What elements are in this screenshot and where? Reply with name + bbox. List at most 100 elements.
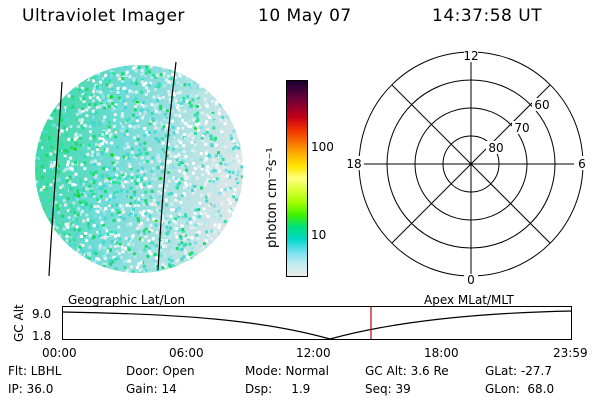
image-pixel (197, 270, 201, 273)
image-pixel (92, 77, 96, 81)
image-pixel (209, 261, 212, 265)
image-pixel (201, 134, 205, 138)
image-pixel (238, 96, 242, 100)
image-pixel (108, 184, 112, 188)
image-pixel (140, 160, 143, 164)
image-pixel (124, 177, 128, 181)
image-pixel (246, 142, 248, 145)
image-pixel (216, 91, 220, 95)
image-pixel (169, 97, 173, 101)
image-pixel (90, 179, 94, 183)
image-pixel (99, 96, 103, 100)
image-pixel (191, 149, 195, 153)
image-pixel (97, 199, 101, 203)
image-pixel (182, 171, 186, 175)
image-pixel (136, 112, 140, 116)
image-pixel (218, 169, 221, 173)
image-pixel (79, 65, 83, 68)
image-pixel (101, 96, 105, 100)
image-pixel (28, 164, 31, 167)
image-pixel (179, 83, 183, 87)
image-pixel (112, 177, 116, 181)
image-pixel (159, 107, 163, 110)
image-pixel (174, 193, 178, 197)
image-pixel (57, 91, 61, 95)
image-pixel (72, 268, 76, 272)
image-pixel (228, 201, 232, 205)
image-pixel (237, 106, 241, 110)
image-pixel (172, 92, 175, 95)
image-pixel (225, 118, 229, 122)
image-pixel (127, 157, 131, 161)
image-pixel (156, 153, 160, 157)
image-pixel (158, 195, 162, 199)
image-pixel (162, 165, 166, 169)
image-pixel (35, 246, 39, 250)
image-pixel (226, 208, 230, 212)
image-pixel (227, 97, 231, 101)
image-pixel (133, 248, 137, 252)
image-pixel (165, 123, 169, 127)
image-pixel (153, 104, 157, 108)
image-pixel (107, 120, 111, 124)
image-pixel (121, 172, 125, 176)
image-pixel (160, 254, 163, 258)
image-pixel (161, 127, 165, 131)
image-pixel (239, 65, 243, 67)
image-pixel (159, 191, 163, 195)
image-pixel (170, 192, 174, 195)
image-pixel (93, 143, 97, 147)
image-pixel (169, 226, 173, 230)
image-pixel (111, 161, 115, 165)
image-pixel (50, 145, 54, 149)
image-pixel (51, 176, 55, 180)
time-label: 14:37:58 UT (432, 6, 543, 26)
image-pixel (221, 60, 224, 63)
image-pixel (123, 65, 127, 68)
image-pixel (213, 96, 217, 100)
image-pixel (122, 99, 126, 103)
image-pixel (228, 170, 231, 174)
image-pixel (151, 167, 155, 171)
image-pixel (102, 167, 105, 170)
image-pixel (231, 258, 235, 261)
image-pixel (37, 98, 41, 102)
image-pixel (234, 65, 238, 67)
image-pixel (205, 195, 209, 199)
image-pixel (230, 104, 234, 108)
image-pixel (134, 141, 138, 145)
image-pixel (201, 246, 205, 250)
image-pixel (164, 113, 168, 117)
image-pixel (63, 156, 67, 160)
image-pixel (51, 155, 54, 159)
image-pixel (72, 275, 75, 278)
image-pixel (62, 165, 65, 169)
image-pixel (36, 238, 40, 242)
y-tick-9: 9.0 (32, 307, 52, 321)
image-pixel (53, 70, 57, 74)
image-pixel (123, 106, 127, 110)
image-pixel (177, 178, 181, 181)
image-pixel (152, 198, 156, 202)
image-pixel (240, 195, 243, 199)
image-pixel (176, 126, 180, 130)
image-pixel (148, 214, 152, 218)
image-pixel (190, 265, 194, 269)
image-pixel (76, 97, 80, 101)
image-pixel (64, 266, 68, 270)
image-pixel (53, 109, 57, 113)
image-pixel (157, 270, 161, 273)
image-pixel (181, 118, 185, 122)
image-pixel (92, 265, 96, 269)
image-pixel (74, 168, 77, 172)
image-pixel (28, 127, 31, 130)
image-pixel (204, 102, 208, 106)
image-pixel (86, 279, 89, 280)
image-pixel (68, 72, 72, 76)
image-pixel (57, 148, 61, 152)
image-pixel (136, 137, 140, 141)
image-pixel (101, 133, 104, 136)
image-pixel (174, 231, 178, 235)
image-pixel (52, 105, 55, 109)
image-pixel (71, 175, 75, 179)
